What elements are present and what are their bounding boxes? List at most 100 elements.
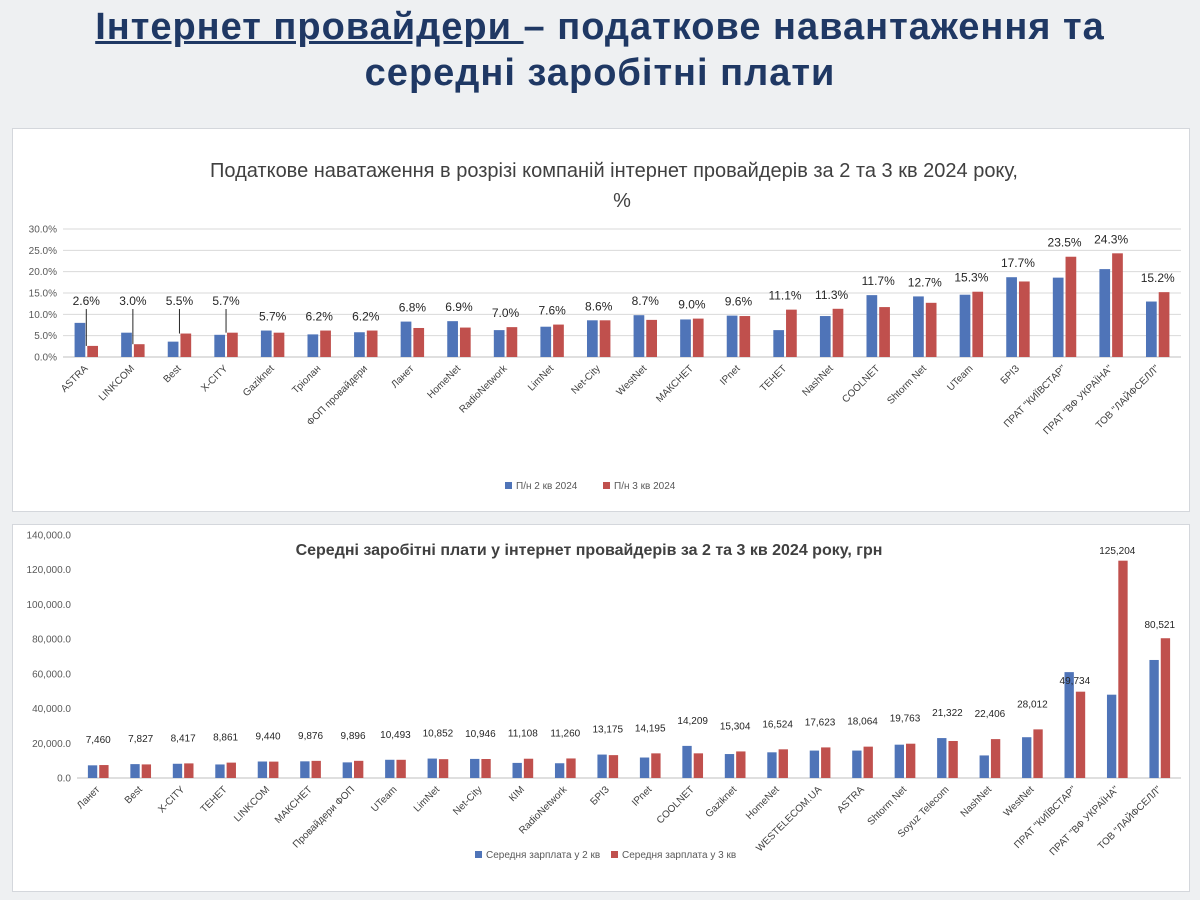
category-label: Ланет bbox=[389, 363, 416, 390]
category-label: WestNet bbox=[615, 363, 650, 398]
tax-burden-chart: Податкове наватаження в розрізі компаній… bbox=[12, 128, 1190, 512]
bar-series2 bbox=[459, 327, 471, 357]
legend-swatch-series1 bbox=[475, 851, 482, 858]
category-label: Shtorm Net bbox=[885, 363, 929, 407]
slide-title: Інтернет провайдери – податкове навантаж… bbox=[0, 4, 1200, 96]
data-label: 8,861 bbox=[213, 733, 238, 744]
category-label: ПРАТ "ВФ УКРАЇНА" bbox=[1047, 783, 1122, 858]
data-label: 9,440 bbox=[256, 732, 281, 743]
y-tick-label: 30.0% bbox=[29, 225, 57, 236]
bar-series1 bbox=[342, 762, 352, 778]
data-label: 3.0% bbox=[119, 294, 147, 308]
category-label: X-CITY bbox=[156, 784, 187, 815]
legend-label-series1: Середня зарплата у 2 кв bbox=[486, 850, 600, 861]
data-label: 17.7% bbox=[1001, 256, 1035, 270]
bar-series2 bbox=[786, 309, 797, 357]
bar-series1 bbox=[74, 322, 86, 357]
legend-swatch-series1 bbox=[505, 482, 512, 489]
bar-series1 bbox=[937, 738, 947, 778]
bar-series2 bbox=[269, 761, 279, 778]
bar-series1 bbox=[866, 295, 878, 357]
legend-swatch-series2 bbox=[611, 851, 618, 858]
legend-swatch-series2 bbox=[603, 482, 610, 489]
bar-series2 bbox=[133, 344, 145, 357]
data-label: 24.3% bbox=[1094, 232, 1128, 246]
data-label: 17,623 bbox=[805, 717, 836, 728]
category-label: COOLNET bbox=[655, 784, 697, 826]
average-salary-chart-svg: Середні заробітні плати у інтернет прова… bbox=[27, 531, 1181, 861]
data-label: 23.5% bbox=[1048, 236, 1082, 250]
chart-title: Середні заробітні плати у інтернет прова… bbox=[296, 542, 883, 559]
bar-series1 bbox=[214, 334, 226, 357]
y-tick-label: 100,000.0 bbox=[27, 600, 72, 611]
bar-series1 bbox=[597, 754, 607, 778]
bar-series2 bbox=[692, 318, 704, 357]
bar-series2 bbox=[311, 760, 321, 778]
category-label: IPnet bbox=[630, 784, 654, 808]
data-label: 7,460 bbox=[86, 735, 111, 746]
y-tick-label: 140,000.0 bbox=[27, 531, 72, 542]
category-label: БРІЗ bbox=[589, 784, 612, 807]
category-label: UTeam bbox=[945, 363, 975, 393]
category-label: ТЕНЕТ bbox=[758, 363, 789, 394]
data-label: 11,260 bbox=[550, 728, 580, 739]
y-tick-label: 5.0% bbox=[34, 331, 57, 342]
data-label: 9.0% bbox=[678, 298, 706, 312]
bar-series1 bbox=[726, 315, 738, 357]
bar-series2 bbox=[438, 759, 449, 778]
bar-series1 bbox=[354, 332, 365, 357]
category-label: ASTRA bbox=[835, 784, 867, 816]
bar-series1 bbox=[470, 758, 480, 778]
category-label: Best bbox=[123, 784, 145, 806]
average-salary-chart: Середні заробітні плати у інтернет прова… bbox=[12, 524, 1190, 892]
bar-series2 bbox=[1118, 560, 1128, 778]
bar-series2 bbox=[523, 758, 534, 778]
y-tick-label: 40,000.0 bbox=[32, 704, 71, 715]
bar-series2 bbox=[778, 749, 788, 778]
bar-series2 bbox=[972, 291, 984, 357]
bar-series2 bbox=[227, 332, 238, 357]
category-label: Gaziknet bbox=[704, 784, 740, 820]
category-label: UTeam bbox=[369, 784, 399, 814]
data-label: 8.6% bbox=[585, 299, 613, 313]
bar-series2 bbox=[832, 308, 844, 357]
chart-title: Податкове наватаження в розрізі компаній… bbox=[210, 160, 1018, 182]
bar-series2 bbox=[413, 327, 425, 357]
data-label: 7.0% bbox=[492, 306, 520, 320]
bar-series2 bbox=[366, 330, 378, 357]
data-label: 11.7% bbox=[862, 274, 895, 288]
bar-series1 bbox=[427, 758, 437, 778]
bar-series1 bbox=[260, 330, 272, 357]
tax-burden-chart-svg: Податкове наватаження в розрізі компаній… bbox=[29, 160, 1181, 492]
legend-label-series2: Середня зарплата у 3 кв bbox=[622, 850, 736, 861]
data-label: 28,012 bbox=[1017, 699, 1048, 710]
category-label: HomeNet bbox=[425, 363, 463, 401]
data-label: 10,852 bbox=[423, 729, 454, 740]
data-label: 11.1% bbox=[768, 289, 801, 303]
bar-series2 bbox=[320, 330, 331, 357]
bar-series2 bbox=[553, 324, 564, 357]
bar-series1 bbox=[1145, 301, 1157, 357]
data-label: 15.3% bbox=[954, 271, 988, 285]
bar-series1 bbox=[172, 763, 183, 778]
y-tick-label: 60,000.0 bbox=[32, 669, 71, 680]
data-label: 15,304 bbox=[720, 721, 751, 732]
bar-series1 bbox=[400, 321, 412, 357]
category-label: COOLNET bbox=[840, 363, 882, 405]
bar-series2 bbox=[948, 740, 958, 778]
bar-series1 bbox=[1106, 694, 1117, 778]
category-label: LimNet bbox=[412, 784, 442, 814]
bar-series1 bbox=[215, 764, 225, 778]
data-label: 14,195 bbox=[635, 723, 666, 734]
data-label: 21,322 bbox=[932, 708, 963, 719]
bar-series1 bbox=[554, 763, 565, 778]
bar-series2 bbox=[608, 755, 619, 778]
bar-series1 bbox=[1022, 737, 1032, 778]
category-label: LINKCOM bbox=[97, 363, 137, 403]
bar-series1 bbox=[1099, 269, 1111, 357]
category-label: Gaziknet bbox=[241, 363, 277, 399]
bar-series2 bbox=[506, 327, 518, 357]
y-tick-label: 80,000.0 bbox=[32, 635, 71, 646]
bar-series2 bbox=[396, 759, 406, 778]
bar-series1 bbox=[307, 334, 319, 357]
